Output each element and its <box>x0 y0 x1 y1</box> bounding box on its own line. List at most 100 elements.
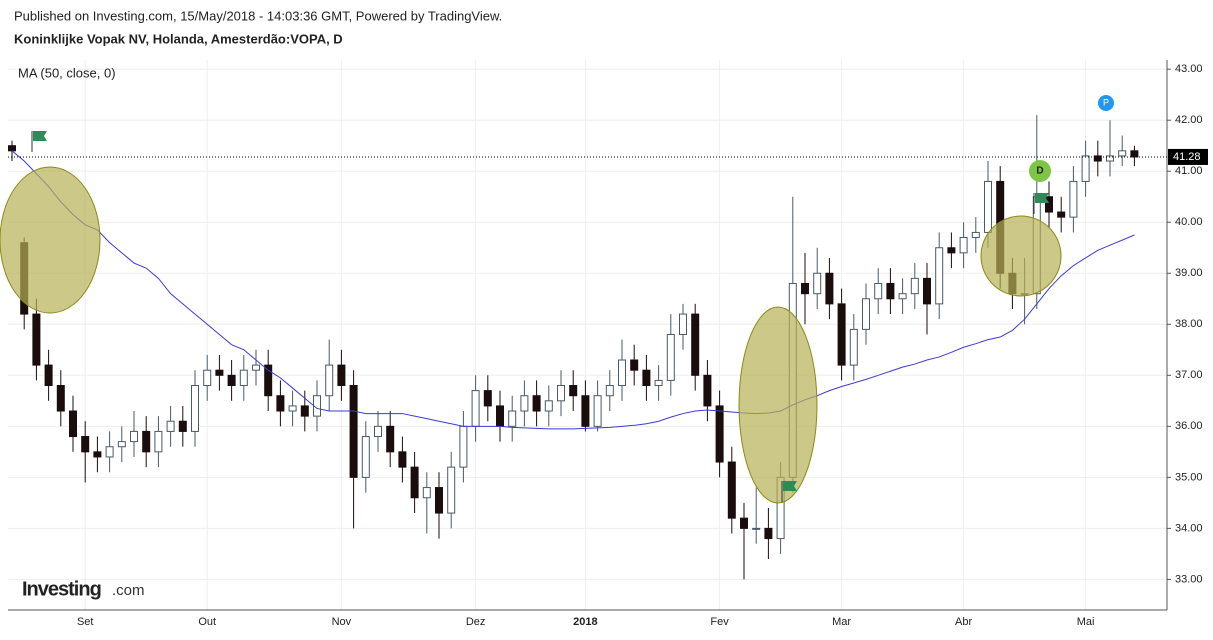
candle-body <box>947 247 956 254</box>
highlight-ellipse <box>980 215 1062 297</box>
x-tick-label: 2018 <box>573 616 597 628</box>
candle-body <box>56 385 65 412</box>
x-tick-label: Set <box>77 616 94 628</box>
candle-body <box>227 374 236 387</box>
candle-body <box>130 430 138 443</box>
plot: 33.00 34.00 35.00 36.00 37.00 38.00 39.00 40.00… <box>8 60 1208 628</box>
candle-body <box>483 390 492 407</box>
candle-body <box>1045 196 1053 213</box>
candle-body <box>764 527 773 540</box>
candle-body <box>337 364 346 387</box>
candle-body <box>1069 180 1078 218</box>
candle-body <box>447 466 456 514</box>
logo: Investing <box>22 578 101 600</box>
published-note: Published on Investing.com, 15/May/2018 … <box>14 8 502 23</box>
candle-body <box>471 390 480 427</box>
candle-body <box>252 364 260 371</box>
chart-title: Koninklijke Vopak NV, Holanda, Amesterdã… <box>14 31 343 46</box>
highlight-ellipse <box>0 166 101 314</box>
y-tick-label: 33.00 <box>1175 573 1203 585</box>
candle-body <box>618 359 626 387</box>
y-tick-label: 41.00 <box>1175 165 1203 177</box>
candle-body <box>44 364 53 387</box>
candle-body <box>910 277 919 295</box>
candle-body <box>886 282 895 300</box>
candle-body <box>520 395 529 412</box>
candle-body <box>544 400 553 412</box>
candle-body <box>630 359 639 371</box>
candle-body <box>349 385 358 478</box>
x-tick-label: Mar <box>832 616 851 628</box>
candle-body <box>8 145 16 152</box>
highlight-ellipse <box>738 306 818 504</box>
candle-body <box>557 385 565 402</box>
x-tick-label: Fev <box>710 616 729 628</box>
y-tick-label: 40.00 <box>1175 216 1203 228</box>
x-tick-label: Mai <box>1077 616 1095 628</box>
candle-body <box>1106 155 1114 162</box>
candle-body <box>935 247 944 305</box>
candle-body <box>215 369 224 376</box>
candle-body <box>666 333 675 381</box>
event-marker-label: D <box>1036 166 1043 177</box>
x-tick-label: Out <box>198 616 216 628</box>
candle-body <box>435 487 443 514</box>
candle-body <box>93 451 102 458</box>
candle-body <box>496 405 504 427</box>
candle-body <box>593 395 602 427</box>
candle-body <box>1093 155 1102 162</box>
candle-body <box>679 313 687 335</box>
y-tick-label: 36.00 <box>1175 420 1203 432</box>
logo-suffix: .com <box>112 582 145 599</box>
event-marker-label: P <box>1103 97 1109 107</box>
candle-body <box>239 369 248 387</box>
y-tick-label: 35.00 <box>1175 471 1203 483</box>
candle-body <box>105 446 114 458</box>
candle-body <box>605 385 614 397</box>
y-tick-label: 43.00 <box>1175 63 1203 75</box>
candle-body <box>752 527 761 530</box>
candle-body <box>32 313 41 366</box>
candle-body <box>361 436 370 478</box>
y-tick-label: 39.00 <box>1175 267 1203 279</box>
y-tick-label: 37.00 <box>1175 369 1203 381</box>
candle-body <box>959 237 968 254</box>
candle-body <box>166 420 175 432</box>
candle-body <box>154 430 163 453</box>
y-tick-label: 34.00 <box>1175 522 1203 534</box>
candle-body <box>410 466 419 499</box>
flag <box>1033 193 1049 214</box>
legend-entry: MA (50, close, 0) <box>18 65 116 80</box>
candle-body <box>178 420 187 432</box>
candle-body <box>300 405 309 417</box>
candle-body <box>276 395 285 412</box>
candle-body <box>862 298 870 330</box>
candle-body <box>1057 211 1066 218</box>
candle-body <box>923 277 931 305</box>
candle-body <box>801 282 809 295</box>
candle-body <box>581 395 590 427</box>
event-marker <box>1029 160 1051 182</box>
candle-body <box>1118 150 1127 157</box>
candle-body <box>386 425 395 453</box>
candle-body <box>849 328 858 366</box>
x-tick-label: Dez <box>466 616 486 628</box>
candle-body <box>508 410 517 427</box>
candle-body <box>374 425 382 438</box>
candle-body <box>825 272 834 305</box>
candle-body <box>1130 150 1139 158</box>
candle-body <box>1081 155 1090 182</box>
candle-body <box>703 374 712 407</box>
candle-body <box>288 405 297 412</box>
candle-body <box>191 385 199 432</box>
candle-body <box>569 385 578 397</box>
y-tick-label: 38.00 <box>1175 318 1203 330</box>
candle-body <box>984 180 992 233</box>
candle-body <box>325 364 334 397</box>
candle-body <box>203 369 212 387</box>
candle-body <box>715 405 724 463</box>
candle-body <box>142 430 151 453</box>
candle-body <box>69 410 77 438</box>
